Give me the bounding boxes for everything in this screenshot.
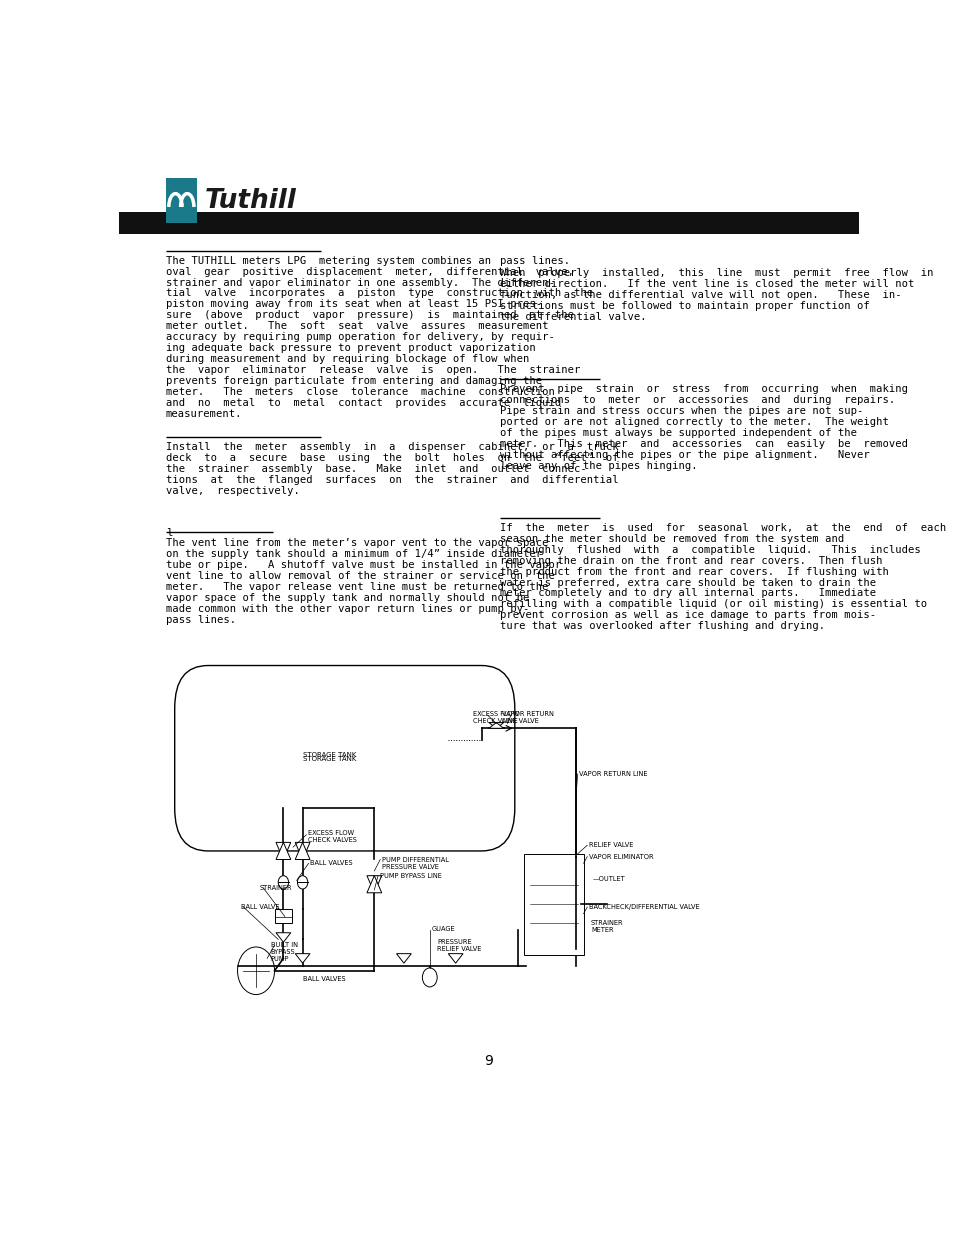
Text: —OUTLET: —OUTLET: [592, 876, 624, 882]
Text: the differential valve.: the differential valve.: [499, 311, 646, 322]
Text: measurement.: measurement.: [166, 409, 242, 419]
Text: tube or pipe.   A shutoff valve must be installed in the vapor: tube or pipe. A shutoff valve must be in…: [166, 559, 560, 571]
Text: the  vapor  eliminator  release  valve  is  open.   The  strainer: the vapor eliminator release valve is op…: [166, 366, 579, 375]
Text: prevents foreign particulate from entering and damaging the: prevents foreign particulate from enteri…: [166, 375, 541, 387]
Text: ported or are not aligned correctly to the meter.  The weight: ported or are not aligned correctly to t…: [499, 417, 888, 427]
Polygon shape: [275, 842, 291, 860]
Circle shape: [237, 947, 274, 994]
Text: The TUTHILL meters LPG  metering system combines an: The TUTHILL meters LPG metering system c…: [166, 256, 491, 266]
Text: ing adequate back pressure to prevent product vaporization: ing adequate back pressure to prevent pr…: [166, 343, 535, 353]
FancyBboxPatch shape: [523, 853, 583, 955]
Text: GUAGE: GUAGE: [431, 926, 455, 932]
Polygon shape: [396, 953, 411, 963]
Text: meter.   This  meter  and  accessories  can  easily  be  removed: meter. This meter and accessories can ea…: [499, 438, 907, 448]
Text: strainer and vapor eliminator in one assembly.  The differen-: strainer and vapor eliminator in one ass…: [166, 278, 554, 288]
Bar: [274, 909, 292, 924]
Text: Tuthill: Tuthill: [204, 188, 295, 214]
Text: piston moving away from its seat when at least 15 PSI pres-: piston moving away from its seat when at…: [166, 299, 541, 310]
Text: EXCESS FLOW
CHECK VALVE: EXCESS FLOW CHECK VALVE: [472, 711, 518, 724]
Text: tial  valve  incorporates  a  piston  type  construction  with  the: tial valve incorporates a piston type co…: [166, 289, 593, 299]
Circle shape: [278, 876, 288, 889]
Text: oval  gear  positive  displacement  meter,  differential  valve,: oval gear positive displacement meter, d…: [166, 267, 573, 277]
Text: pass lines.: pass lines.: [166, 615, 235, 625]
Polygon shape: [488, 722, 503, 729]
Polygon shape: [275, 842, 291, 860]
Text: If  the  meter  is  used  for  seasonal  work,  at  the  end  of  each: If the meter is used for seasonal work, …: [499, 522, 945, 532]
Text: of the pipes must always be supported independent of the: of the pipes must always be supported in…: [499, 427, 856, 437]
Polygon shape: [294, 842, 310, 860]
Text: STORAGE TANK: STORAGE TANK: [303, 756, 356, 762]
Text: 9: 9: [484, 1055, 493, 1068]
Text: Pipe strain and stress occurs when the pipes are not sup-: Pipe strain and stress occurs when the p…: [499, 406, 862, 416]
Polygon shape: [488, 722, 503, 729]
Text: connections  to  meter  or  accessories  and  during  repairs.: connections to meter or accessories and …: [499, 395, 894, 405]
Text: deck  to  a  secure  base  using  the  bolt  holes  on  the  “feet”  of: deck to a secure base using the bolt hol…: [166, 453, 618, 463]
Polygon shape: [294, 842, 310, 860]
Text: EXCESS FLOW
CHECK VALVES: EXCESS FLOW CHECK VALVES: [308, 830, 356, 844]
Text: sure  (above  product  vapor  pressure)  is  maintained  at  the: sure (above product vapor pressure) is m…: [166, 310, 573, 320]
Text: Install  the  meter  assembly  in  a  dispenser  cabinet,  or  a  truck: Install the meter assembly in a dispense…: [166, 442, 618, 452]
Polygon shape: [275, 932, 291, 942]
Text: accuracy by requiring pump operation for delivery, by requir-: accuracy by requiring pump operation for…: [166, 332, 554, 342]
Text: BUILT IN
BYPASS
PUMP: BUILT IN BYPASS PUMP: [271, 942, 297, 962]
Text: during measurement and by requiring blockage of flow when: during measurement and by requiring bloc…: [166, 354, 529, 364]
Text: removing the drain on the front and rear covers.  Then flush: removing the drain on the front and rear…: [499, 556, 882, 566]
Circle shape: [422, 968, 436, 987]
Text: vapor space of the supply tank and normally should not be: vapor space of the supply tank and norma…: [166, 593, 529, 603]
Text: thoroughly  flushed  with  a  compatible  liquid.   This  includes: thoroughly flushed with a compatible liq…: [499, 545, 920, 555]
Text: structions must be followed to maintain proper function of: structions must be followed to maintain …: [499, 301, 869, 311]
Text: BALL VALVES: BALL VALVES: [310, 860, 353, 866]
Text: PUMP BYPASS LINE: PUMP BYPASS LINE: [379, 873, 441, 879]
Text: on the supply tank should a minimum of 1/4” inside diameter: on the supply tank should a minimum of 1…: [166, 550, 541, 559]
Text: BACKCHECK/DIFFERENTIAL VALVE: BACKCHECK/DIFFERENTIAL VALVE: [588, 904, 699, 910]
Bar: [119, 212, 858, 233]
Text: VAPOR RETURN
LINE VALVE: VAPOR RETURN LINE VALVE: [501, 711, 554, 724]
Text: The vent line from the meter’s vapor vent to the vapor space: The vent line from the meter’s vapor ven…: [166, 538, 548, 548]
Text: function, as the differential valve will not open.   These  in-: function, as the differential valve will…: [499, 290, 901, 300]
Text: refilling with a compatible liquid (or oil misting) is essential to: refilling with a compatible liquid (or o…: [499, 599, 926, 609]
Text: STORAGE TANK: STORAGE TANK: [303, 752, 356, 758]
Text: STRAINER
METER: STRAINER METER: [590, 920, 623, 934]
Text: PRESSURE
RELIEF VALVE: PRESSURE RELIEF VALVE: [436, 940, 481, 952]
Text: VAPOR RETURN LINE: VAPOR RETURN LINE: [578, 771, 647, 777]
Text: Prevent  pipe  strain  or  stress  from  occurring  when  making: Prevent pipe strain or stress from occur…: [499, 384, 907, 394]
Text: VAPOR ELIMINATOR: VAPOR ELIMINATOR: [588, 853, 653, 860]
Text: STRAINER: STRAINER: [259, 885, 292, 892]
Text: and  no  metal  to  metal  contact  provides  accurate  liquid: and no metal to metal contact provides a…: [166, 398, 560, 408]
Text: vent line to allow removal of the strainer or service on  the: vent line to allow removal of the strain…: [166, 571, 554, 580]
Polygon shape: [294, 953, 310, 963]
Ellipse shape: [200, 704, 488, 814]
Text: the  strainer  assembly  base.   Make  inlet  and  outlet  connec-: the strainer assembly base. Make inlet a…: [166, 464, 586, 474]
Text: pass lines.: pass lines.: [499, 256, 570, 266]
Text: season the meter should be removed from the system and: season the meter should be removed from …: [499, 534, 843, 543]
Polygon shape: [367, 876, 381, 893]
Text: When  properly  installed,  this  line  must  permit  free  flow  in: When properly installed, this line must …: [499, 268, 933, 278]
Text: prevent corrosion as well as ice damage to parts from mois-: prevent corrosion as well as ice damage …: [499, 610, 875, 620]
Text: made common with the other vapor return lines or pump by-: made common with the other vapor return …: [166, 604, 529, 614]
Text: meter.   The  meters  close  tolerance  machine  construction: meter. The meters close tolerance machin…: [166, 387, 554, 396]
Polygon shape: [367, 876, 381, 893]
Text: ture that was overlooked after flushing and drying.: ture that was overlooked after flushing …: [499, 621, 824, 631]
FancyBboxPatch shape: [174, 666, 515, 851]
Polygon shape: [448, 953, 462, 963]
Text: BALL VALVE: BALL VALVE: [241, 904, 279, 910]
Text: meter completely and to dry all internal parts.   Immediate: meter completely and to dry all internal…: [499, 589, 875, 599]
Text: valve,  respectively.: valve, respectively.: [166, 485, 299, 495]
Bar: [166, 178, 196, 224]
Text: PUMP DIFFERENTIAL
PRESSURE VALVE: PUMP DIFFERENTIAL PRESSURE VALVE: [381, 857, 448, 869]
Text: the product from the front and rear covers.  If flushing with: the product from the front and rear cove…: [499, 567, 888, 577]
Text: meter.   The vapor release vent line must be returned to the: meter. The vapor release vent line must …: [166, 582, 548, 592]
Text: water is preferred, extra care should be taken to drain the: water is preferred, extra care should be…: [499, 578, 875, 588]
Text: leave any of the pipes hinging.: leave any of the pipes hinging.: [499, 461, 697, 471]
Text: either direction.   If the vent line is closed the meter will not: either direction. If the vent line is cl…: [499, 279, 913, 289]
Text: l: l: [166, 527, 172, 537]
Text: BALL VALVES: BALL VALVES: [302, 976, 345, 982]
Text: RELIEF VALVE: RELIEF VALVE: [588, 842, 633, 848]
Text: without affecting the pipes or the pipe alignment.   Never: without affecting the pipes or the pipe …: [499, 450, 869, 459]
Circle shape: [297, 876, 308, 889]
Text: meter outlet.   The  soft  seat  valve  assures  measurement: meter outlet. The soft seat valve assure…: [166, 321, 548, 331]
Text: tions  at  the  flanged  surfaces  on  the  strainer  and  differential: tions at the flanged surfaces on the str…: [166, 474, 618, 485]
